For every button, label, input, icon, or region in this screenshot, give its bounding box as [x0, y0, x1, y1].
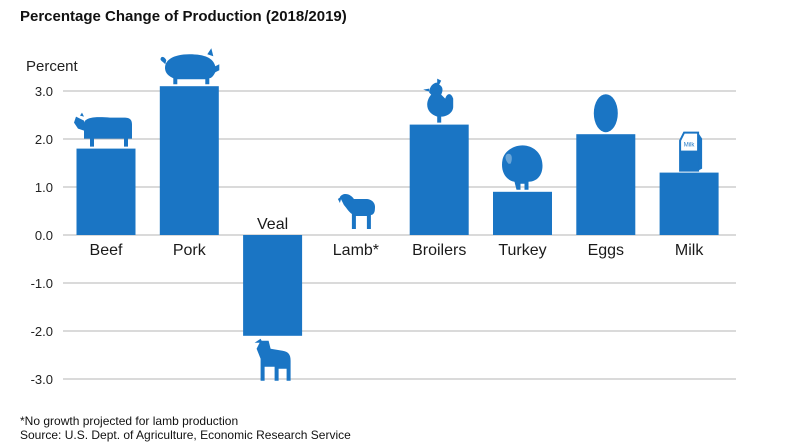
- lamb-footnote: *No growth projected for lamb production: [20, 414, 239, 428]
- y-tick-label: 3.0: [35, 84, 53, 99]
- bar-eggs: [576, 134, 636, 235]
- y-tick-labels: 3.0 2.0 1.0 0.0 -1.0 -2.0 -3.0: [31, 84, 53, 387]
- bar-veal: [243, 235, 303, 336]
- pig-icon: [160, 48, 220, 85]
- category-label: Milk: [675, 242, 704, 259]
- category-label: Veal: [257, 216, 288, 233]
- y-tick-label: 0.0: [35, 228, 53, 243]
- category-label: Eggs: [588, 242, 624, 259]
- bar-turkey: [493, 191, 552, 235]
- category-label: Pork: [173, 242, 207, 259]
- category-label: Broilers: [412, 242, 466, 259]
- category-label: Lamb*: [333, 242, 379, 259]
- chicken-icon: [423, 78, 454, 123]
- y-axis-label: Percent: [26, 58, 79, 75]
- y-tick-label: -2.0: [31, 324, 53, 339]
- y-tick-label: 2.0: [35, 132, 53, 147]
- bar-milk: [659, 172, 719, 235]
- footnotes: *No growth projected for lamb production…: [20, 414, 351, 442]
- bar-pork: [159, 86, 219, 235]
- cow-icon: [74, 112, 132, 147]
- bar-beef: [76, 148, 136, 235]
- milk-carton-label: Milk: [684, 143, 696, 149]
- category-label: Beef: [90, 242, 123, 259]
- y-tick-label: -3.0: [31, 372, 53, 387]
- calf-icon: [254, 338, 291, 381]
- lamb-icon: [337, 193, 376, 229]
- bar-chart: Percent 3.0 2.0 1.0 0.0 -1.0 -2.0 -3.0 Beef Por…: [26, 48, 736, 387]
- category-labels: Beef Pork Veal Lamb* Broilers Turkey Eggs Milk: [90, 216, 705, 259]
- bars: [76, 86, 719, 336]
- y-tick-label: 1.0: [35, 180, 53, 195]
- category-icons: Milk: [74, 48, 703, 381]
- egg-icon: [593, 94, 618, 133]
- y-tick-label: -1.0: [31, 276, 53, 291]
- bar-broilers: [409, 124, 469, 235]
- category-label: Turkey: [498, 242, 546, 259]
- milk-carton-icon: Milk: [679, 131, 703, 172]
- chart-title: Percentage Change of Production (2018/20…: [20, 8, 347, 25]
- turkey-icon: [502, 145, 543, 190]
- source-note: Source: U.S. Dept. of Agriculture, Econo…: [20, 428, 351, 442]
